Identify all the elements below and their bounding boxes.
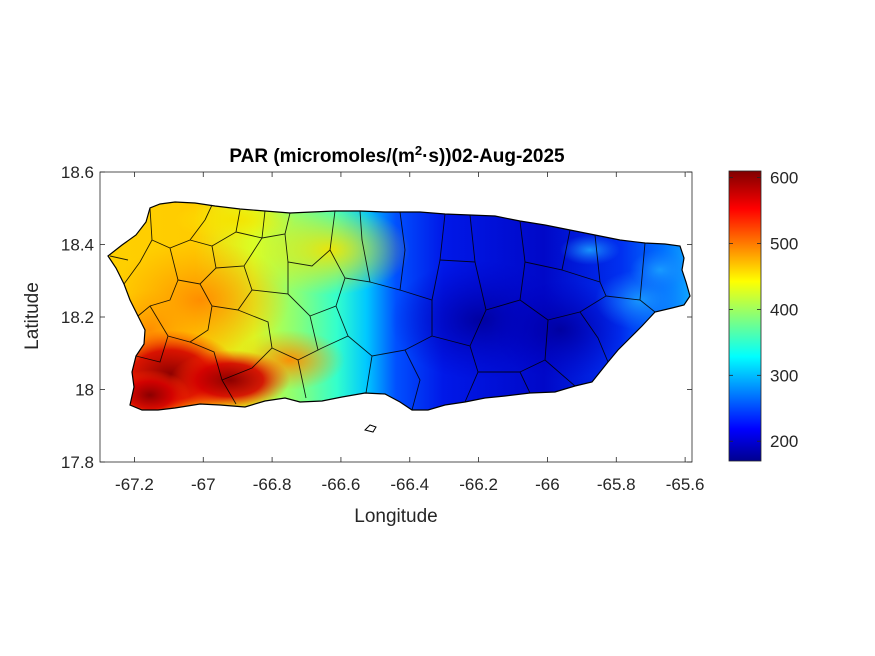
municipality-boundary: [344, 210, 371, 283]
municipality-boundary: [399, 213, 446, 301]
municipality-boundary: [189, 341, 237, 405]
y-tick-label: 17.8: [61, 453, 94, 472]
municipality-boundary: [544, 359, 576, 387]
islet-outline: [364, 424, 377, 433]
municipality-boundary: [204, 204, 213, 221]
x-tick-label: -65.6: [666, 475, 705, 494]
y-axis-label: Latitude: [22, 282, 43, 350]
y-axis: 17.8 18 18.2 18.4 18.6: [61, 163, 692, 472]
title-post: ·s))02-Aug-2025: [422, 146, 565, 167]
x-axis: -67.2 -67 -66.8 -66.6 -66.4 -66.2 -66 -65.8 -65.…: [115, 172, 704, 494]
municipality-boundary: [519, 299, 549, 373]
municipality-boundary: [547, 311, 609, 363]
municipality-boundary: [177, 245, 217, 285]
municipality-boundary: [317, 305, 349, 351]
municipality-boundary: [135, 335, 169, 363]
field-blob: [630, 250, 690, 290]
colorbar-scale: [728, 170, 762, 462]
municipality-boundary: [371, 349, 421, 411]
municipality-boundary: [284, 210, 336, 267]
x-tick-label: -67: [191, 475, 216, 494]
colorbar-tick-label: 400: [770, 300, 798, 319]
colorbar-tick-label: 300: [770, 366, 798, 385]
colorbar-tick-label: 500: [770, 235, 798, 254]
x-tick-label: -65.8: [597, 475, 636, 494]
municipality-boundary: [109, 255, 129, 261]
x-tick-label: -66.4: [390, 475, 429, 494]
x-tick-label: -67.2: [115, 475, 154, 494]
x-axis-label: Longitude: [354, 506, 437, 527]
y-tick-label: 18.2: [61, 308, 94, 327]
x-tick-label: -66.8: [253, 475, 292, 494]
colorbar-ticks: 200 300 400 500 600: [729, 169, 798, 451]
colorbar-tick-label: 200: [770, 432, 798, 451]
x-tick-label: -66: [535, 475, 560, 494]
y-tick-label: 18.4: [61, 236, 94, 255]
field-blob: [490, 280, 630, 380]
municipality-boundary: [189, 209, 241, 247]
municipality-boundary: [137, 247, 179, 317]
chart-title: PAR (micromoles/(m2·s))02-Aug-2025: [229, 143, 565, 167]
municipality-boundary: [639, 299, 656, 313]
colorbar: 200 300 400 500 600: [728, 169, 798, 462]
title-pre: PAR (micromoles/(m: [229, 146, 414, 167]
x-tick-label: -66.6: [322, 475, 361, 494]
island-coastline: [107, 201, 691, 411]
municipality-boundary: [123, 239, 153, 285]
title-sup: 2: [415, 143, 422, 158]
colorbar-tick-label: 600: [770, 169, 798, 188]
y-tick-label: 18.6: [61, 163, 94, 182]
municipality-boundaries: [109, 204, 656, 411]
municipality-boundary: [369, 211, 406, 291]
municipality-boundary: [485, 220, 526, 311]
field-blob: [560, 235, 620, 265]
x-tick-label: -66.2: [459, 475, 498, 494]
municipality-boundary: [431, 335, 479, 403]
field-blob: [170, 350, 290, 410]
y-tick-label: 18: [75, 381, 94, 400]
